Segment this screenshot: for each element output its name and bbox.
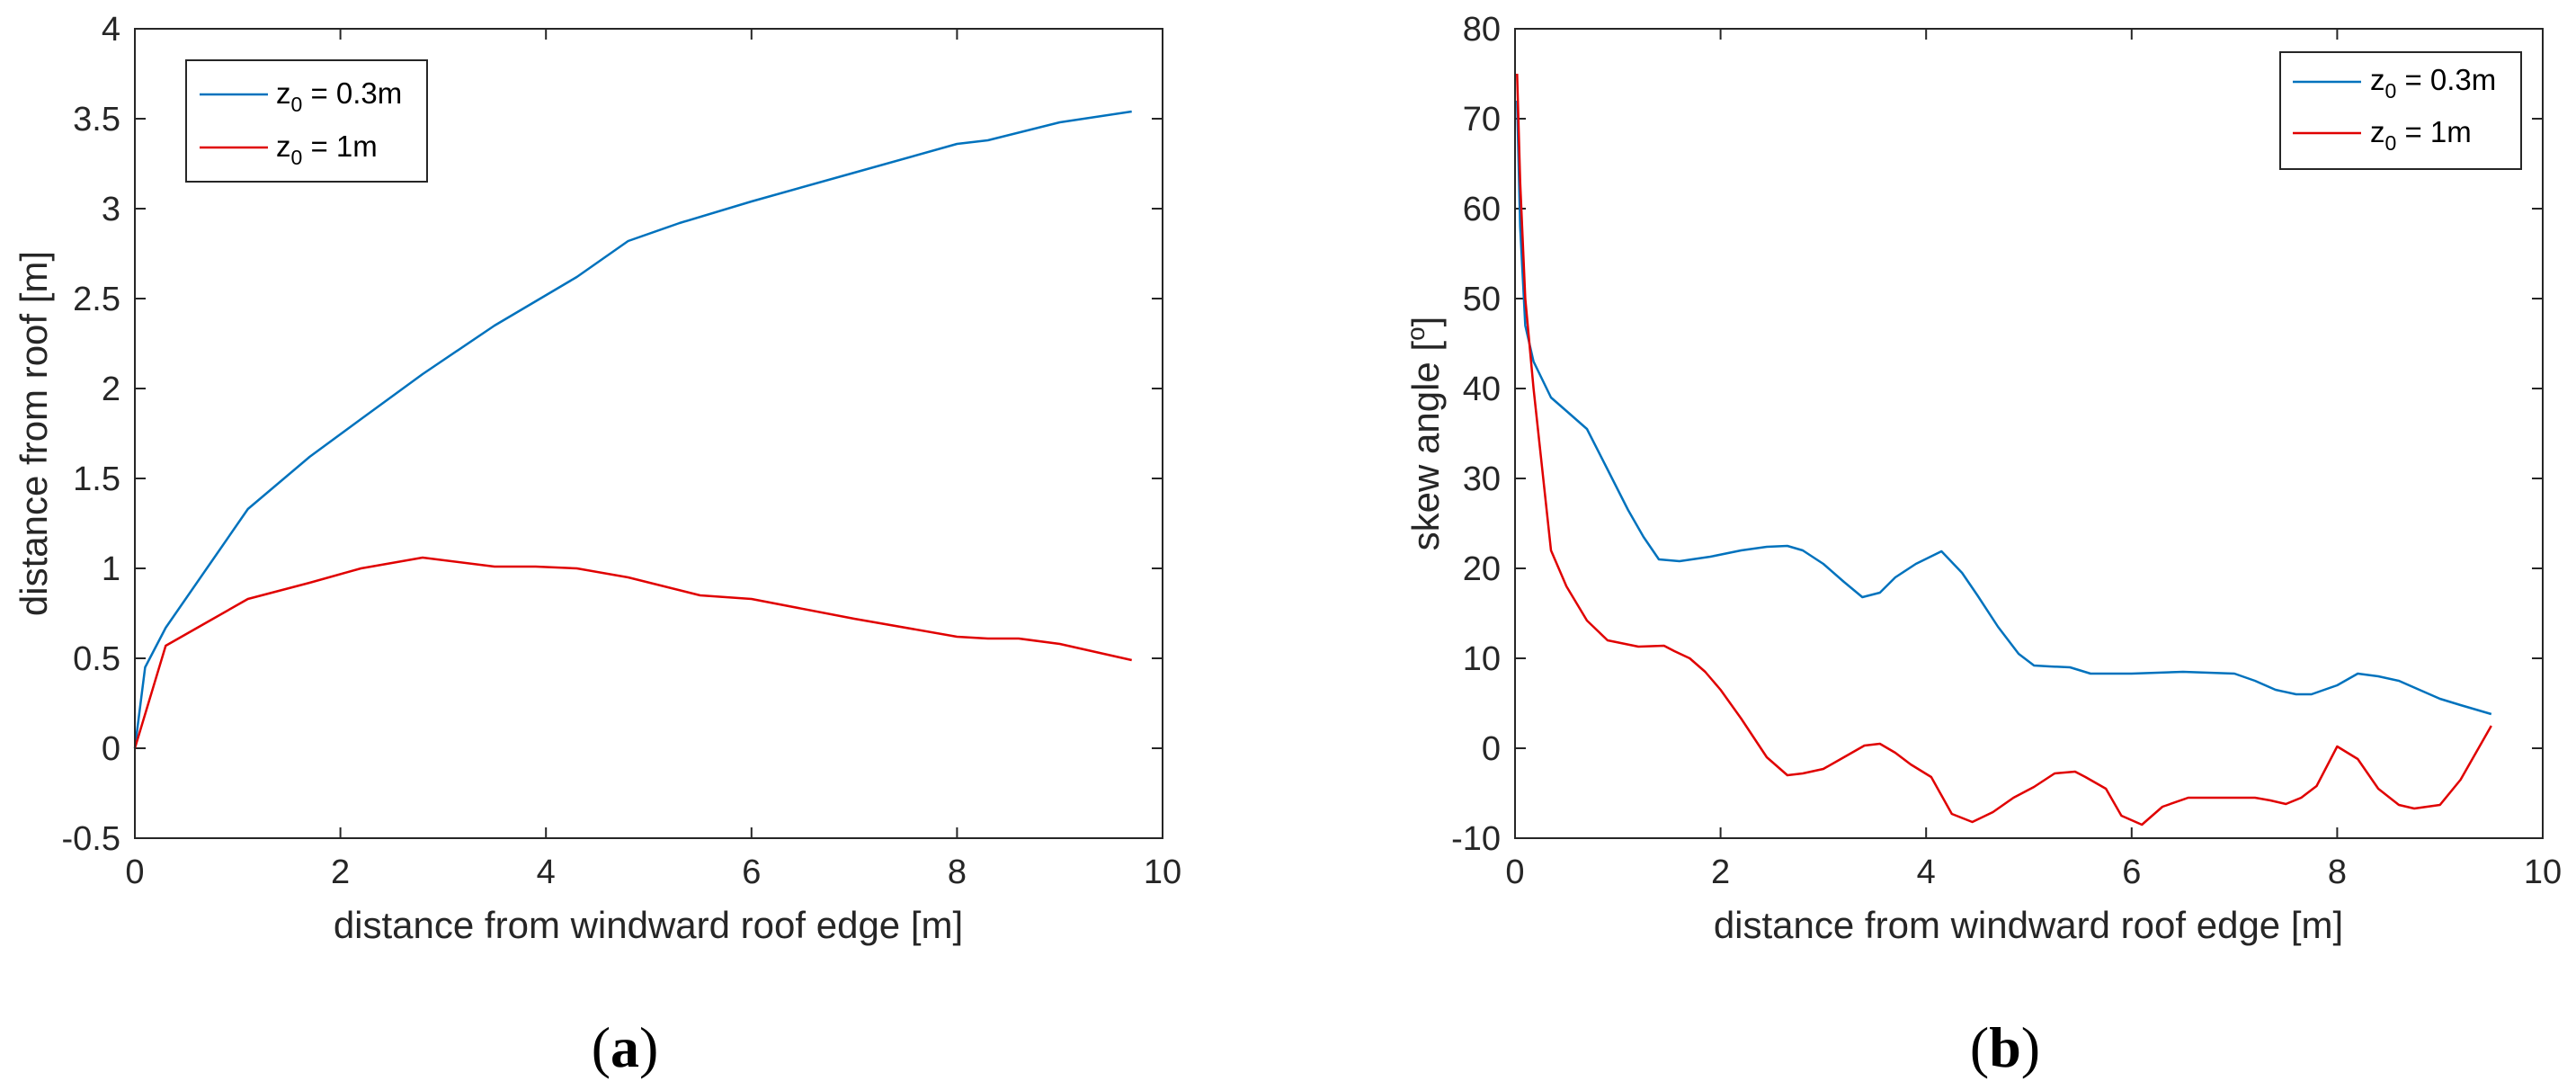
chart-a-ticks: 0 2 4 6 8 10-0.500.511.522.533.54: [62, 11, 1182, 891]
chart-b-x-tick-label: 6: [2122, 853, 2141, 891]
chart-b-y-tick-label: 10: [1463, 640, 1501, 678]
chart-b-legend: z0 = 0.3m z0 = 1m: [2279, 51, 2522, 170]
chart-b-caption: (b): [1970, 1015, 2040, 1079]
chart-b-x-tick-label: 2: [1711, 853, 1730, 891]
chart-b-y-tick-label: 70: [1463, 101, 1501, 138]
chart-a-series-line-0: [133, 110, 1132, 749]
chart-b-legend-entry-1: z0 = 1m: [2370, 115, 2472, 155]
chart-b-y-tick-label: -10: [1451, 820, 1501, 858]
chart-a-x-tick-label: 10: [1144, 853, 1181, 891]
chart-a-y-tick-label: 1.5: [73, 460, 120, 498]
chart-b-plot-frame: [1514, 28, 2544, 839]
chart-a-x-axis-label: distance from windward roof edge [m]: [334, 904, 963, 946]
chart-a-y-tick-label: 3.5: [73, 101, 120, 138]
chart-a-series-line-1: [133, 556, 1132, 749]
chart-a-x-tick-label: 6: [742, 853, 761, 891]
chart-a-y-tick-label: -0.5: [62, 820, 120, 858]
chart-b-x-axis-label: distance from windward roof edge [m]: [1714, 904, 2343, 946]
chart-b-legend-box: [2279, 51, 2522, 170]
chart-b-y-tick-label: 20: [1463, 550, 1501, 588]
chart-a-series: [133, 110, 1132, 749]
chart-a-y-tick-label: 2.5: [73, 281, 120, 318]
chart-b-y-axis-label: skew angle [o]: [1402, 317, 1447, 551]
chart-a-x-tick-label: 8: [948, 853, 967, 891]
chart-a-y-tick-label: 4: [102, 11, 120, 49]
chart-b-y-tick-label: 50: [1463, 281, 1501, 318]
chart-a-y-tick-label: 3: [102, 191, 120, 228]
chart-b-series-line-0: [1516, 100, 2492, 716]
chart-a-caption: (a): [592, 1015, 659, 1079]
chart-a-y-tick-label: 2: [102, 371, 120, 408]
chart-a-plot-frame: [134, 28, 1163, 839]
chart-b-series-line-1: [1516, 73, 2492, 826]
chart-a-y-tick-label: 0: [102, 730, 120, 768]
chart-a-y-tick-label: 1: [102, 550, 120, 588]
chart-b-y-tick-label: 60: [1463, 191, 1501, 228]
chart-b-series: [1516, 73, 2492, 826]
chart-b-x-tick-label: 4: [1917, 853, 1936, 891]
chart-a-x-tick-label: 2: [331, 853, 350, 891]
chart-b-y-tick-label: 0: [1482, 730, 1501, 768]
chart-b-legend-entry-0: z0 = 0.3m: [2370, 63, 2496, 103]
chart-a: 0 2 4 6 8 10-0.500.511.522.533.54 distance fr…: [13, 11, 1181, 1079]
chart-b-y-tick-label: 40: [1463, 371, 1501, 408]
chart-a-y-axis-label: distance from roof [m]: [13, 251, 55, 616]
chart-b-y-tick-label: 30: [1463, 460, 1501, 498]
chart-a-y-tick-label: 0.5: [73, 640, 120, 678]
chart-a-x-tick-label: 4: [537, 853, 556, 891]
chart-a-x-tick-label: 0: [125, 853, 144, 891]
chart-b-x-tick-label: 0: [1505, 853, 1524, 891]
chart-a-legend-entry-1: z0 = 1m: [276, 130, 378, 169]
chart-b-x-tick-label: 8: [2328, 853, 2347, 891]
chart-b-y-tick-label: 80: [1463, 11, 1501, 49]
chart-a-legend-box: [185, 59, 428, 183]
chart-b-x-tick-label: 10: [2524, 853, 2562, 891]
chart-a-legend-entry-0: z0 = 0.3m: [276, 76, 402, 116]
chart-a-legend: z0 = 0.3m z0 = 1m: [185, 59, 428, 183]
